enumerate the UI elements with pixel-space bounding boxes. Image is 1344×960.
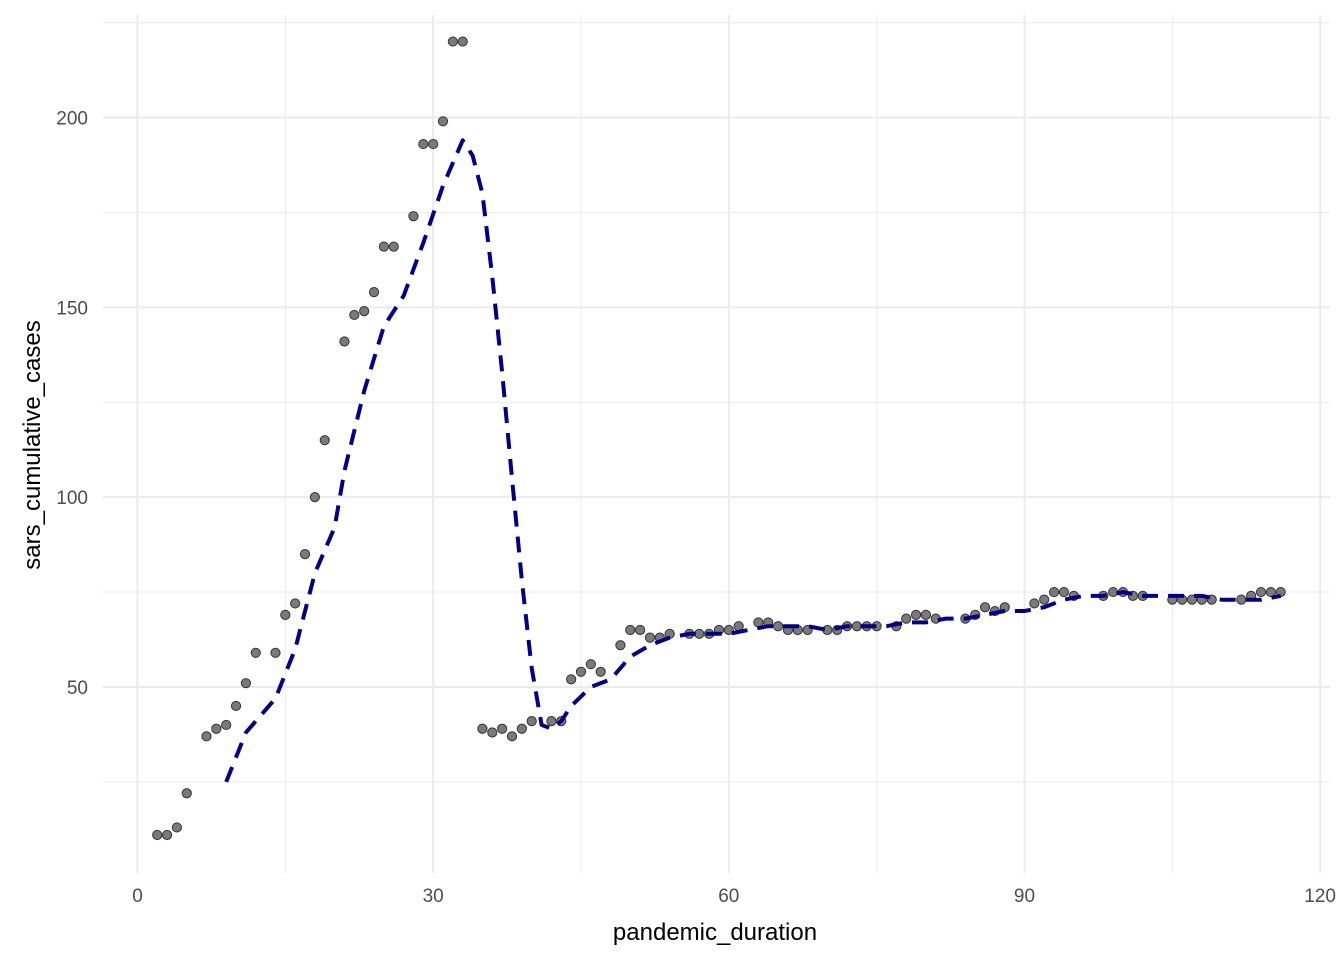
data-point bbox=[595, 666, 606, 677]
data-point bbox=[339, 336, 350, 347]
data-point bbox=[625, 624, 636, 636]
data-point bbox=[319, 435, 330, 446]
y-tick-label: 200 bbox=[56, 109, 88, 130]
data-point bbox=[920, 609, 932, 620]
data-point bbox=[280, 609, 291, 620]
data-point bbox=[437, 116, 449, 127]
data-point bbox=[152, 829, 163, 841]
data-point bbox=[378, 241, 389, 252]
data-point bbox=[240, 678, 252, 689]
data-point bbox=[171, 822, 183, 833]
data-point bbox=[851, 621, 863, 632]
x-tick-label: 120 bbox=[1304, 886, 1336, 907]
data-point bbox=[1058, 586, 1070, 598]
data-point bbox=[447, 36, 458, 47]
data-point bbox=[1048, 586, 1060, 598]
data-point bbox=[477, 723, 488, 734]
x-axis-title: pandemic_duration bbox=[613, 919, 817, 946]
x-tick-label: 60 bbox=[718, 886, 739, 907]
data-point bbox=[1265, 586, 1276, 598]
data-point bbox=[635, 624, 646, 636]
data-point bbox=[201, 731, 212, 742]
data-point bbox=[221, 719, 232, 731]
y-tick-label: 150 bbox=[56, 298, 88, 319]
data-point bbox=[181, 788, 192, 799]
data-point bbox=[615, 640, 626, 651]
data-point bbox=[575, 666, 587, 677]
data-point bbox=[644, 632, 656, 643]
data-point bbox=[299, 548, 311, 560]
data-point bbox=[250, 647, 261, 658]
data-point bbox=[349, 309, 360, 321]
data-point bbox=[516, 723, 527, 734]
data-point bbox=[979, 602, 991, 613]
data-point bbox=[506, 731, 518, 742]
data-point bbox=[497, 723, 508, 734]
x-tick-label: 90 bbox=[1014, 886, 1035, 907]
data-point bbox=[566, 674, 577, 685]
data-point bbox=[309, 492, 320, 503]
data-point bbox=[772, 621, 784, 632]
data-point bbox=[694, 628, 705, 639]
data-point bbox=[1039, 594, 1050, 605]
tick-layer: 0 30 60 90 120 50 100 150 200 bbox=[56, 109, 1336, 907]
data-point bbox=[546, 716, 557, 727]
data-point bbox=[1255, 586, 1267, 598]
data-point bbox=[359, 306, 370, 317]
data-point bbox=[487, 727, 498, 738]
data-point bbox=[161, 829, 173, 841]
data-point bbox=[270, 647, 281, 658]
x-tick-label: 0 bbox=[132, 886, 143, 907]
data-point bbox=[1236, 594, 1247, 605]
data-point bbox=[910, 609, 922, 620]
x-tick-label: 30 bbox=[423, 886, 444, 907]
data-point bbox=[723, 624, 734, 636]
data-point bbox=[585, 659, 596, 670]
smoothed-trend-line bbox=[224, 138, 1282, 783]
data-point bbox=[901, 613, 912, 624]
data-point bbox=[211, 723, 222, 734]
data-point bbox=[457, 36, 468, 47]
data-point bbox=[526, 716, 537, 727]
grid-layer bbox=[103, 15, 1330, 873]
data-point bbox=[1029, 598, 1040, 609]
series-layer bbox=[152, 36, 1286, 841]
data-point bbox=[408, 211, 419, 222]
data-point bbox=[290, 598, 301, 609]
data-point bbox=[418, 138, 429, 150]
data-point bbox=[428, 138, 439, 150]
y-tick-label: 100 bbox=[56, 488, 88, 509]
data-point bbox=[230, 700, 242, 712]
y-axis-title: sars_cumulative_cases bbox=[19, 320, 46, 569]
data-point bbox=[388, 241, 399, 252]
data-point bbox=[368, 287, 380, 298]
y-tick-label: 50 bbox=[67, 678, 88, 699]
